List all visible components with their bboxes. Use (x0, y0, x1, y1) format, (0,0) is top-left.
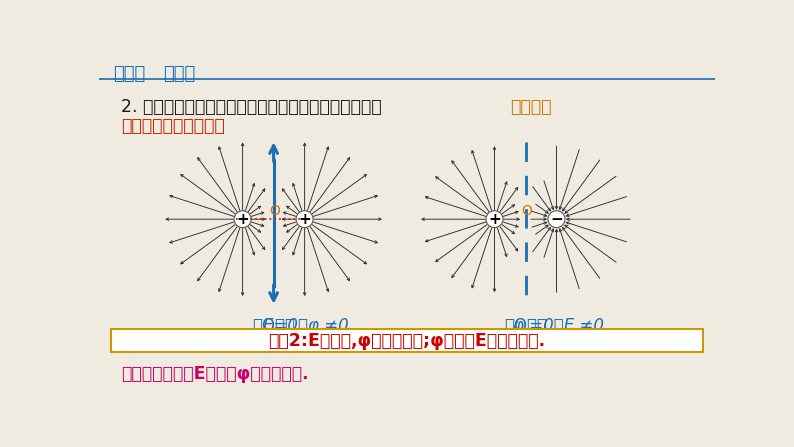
Circle shape (548, 211, 565, 228)
Text: 新教材: 新教材 (114, 65, 145, 83)
Text: O: O (270, 204, 280, 219)
Text: （若规定: （若规定 (510, 98, 552, 116)
Text: +: + (488, 212, 501, 227)
Text: 无穷远处为零电势点）: 无穷远处为零电势点） (121, 117, 225, 135)
Circle shape (296, 211, 313, 228)
Text: φ =0，E ≠0: φ =0，E ≠0 (513, 317, 603, 335)
Text: 新高考: 新高考 (163, 65, 195, 83)
Bar (111, 329, 703, 352)
Text: −: − (550, 212, 563, 227)
Text: +: + (237, 212, 249, 227)
Text: 结论：电场强度E与电势φ无直接关系.: 结论：电场强度E与电势φ无直接关系. (121, 366, 309, 384)
Text: 对O点：: 对O点： (252, 317, 295, 335)
Circle shape (234, 211, 251, 228)
Circle shape (486, 211, 503, 228)
Text: 对O点：: 对O点： (504, 317, 547, 335)
Text: O: O (522, 204, 533, 219)
Text: +: + (299, 212, 311, 227)
Text: 结论2:E为零处,φ不一定为零;φ为零处E不一定为零.: 结论2:E为零处,φ不一定为零;φ为零处E不一定为零. (268, 332, 545, 350)
Text: E=0，φ ≠0: E=0，φ ≠0 (264, 317, 349, 335)
Text: 2. 电场强度为零的点电势一定为零吗？反之又如何呢？: 2. 电场强度为零的点电势一定为零吗？反之又如何呢？ (121, 98, 382, 116)
